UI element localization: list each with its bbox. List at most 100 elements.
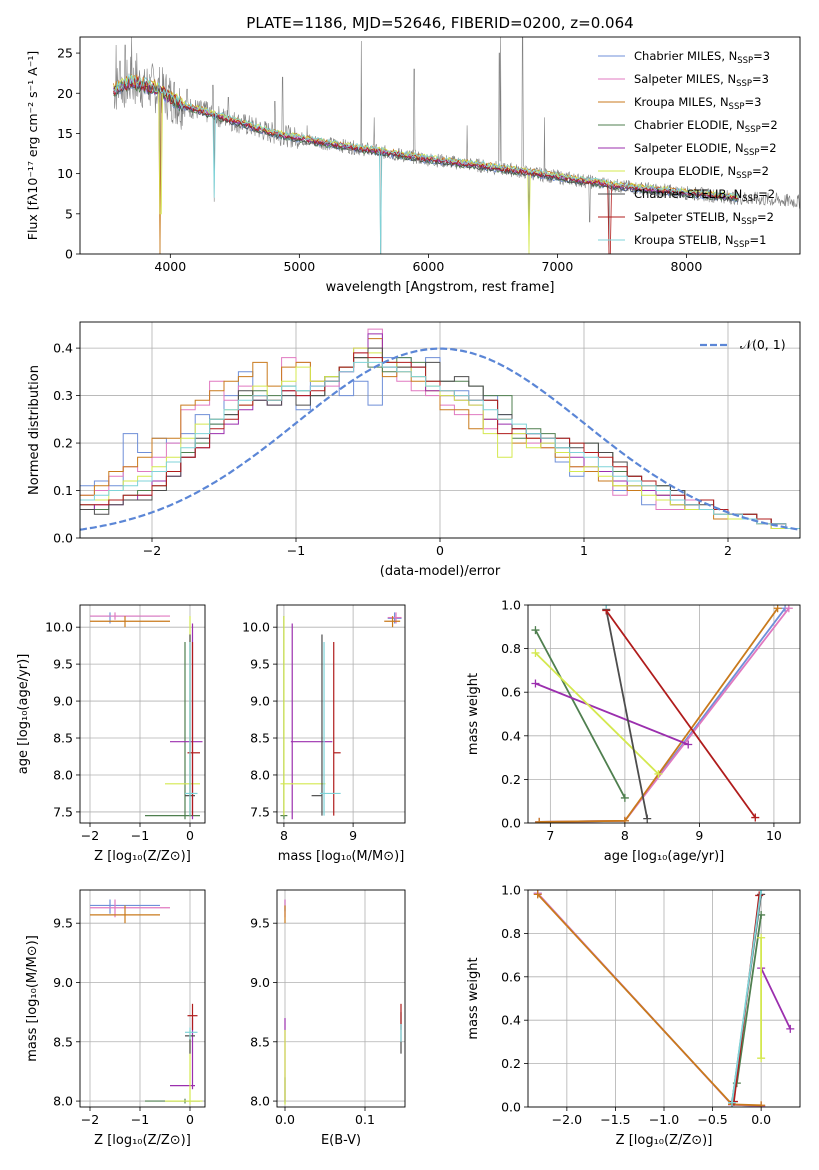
x-tick-label: 0 (186, 1112, 194, 1127)
legend-entry: Chabrier ELODIE, NSSP=2 (634, 118, 778, 135)
data-point (311, 634, 323, 816)
weight-marker (620, 816, 629, 823)
weight-marker (751, 813, 760, 822)
x-tick-label: 0.0 (751, 1112, 771, 1127)
weight-line (537, 892, 762, 1107)
age-weight-chart: 7 8 9 10 0.0 0.2 0.4 0.6 0.8 1.0 age [log₁₀(age/yr… (466, 598, 801, 864)
x-tick-label: 9 (695, 828, 703, 843)
weight-marker (757, 933, 766, 942)
data-point (145, 641, 200, 820)
weight-line (539, 607, 786, 823)
axes-frame (79, 604, 206, 824)
y-tick-label: 0.6 (501, 969, 521, 984)
weight-series (531, 648, 663, 778)
y-axis-label: mass [log₁₀(M/M⊙)] (25, 935, 40, 1062)
x-tick-label: −1 (131, 828, 149, 843)
y-tick-label: 0.1 (53, 483, 73, 498)
weight-marker (786, 1024, 795, 1033)
weight-line (731, 890, 762, 1103)
x-tick-label: 2 (724, 543, 732, 558)
legend-entry: Chabrier MILES, NSSP=3 (634, 49, 770, 66)
legend-entry: Salpeter ELODIE, NSSP=2 (634, 141, 777, 158)
y-tick-label: 0.4 (501, 728, 521, 743)
weight-marker (757, 890, 766, 894)
gridlines (277, 605, 405, 823)
legend-entry-suffix: =3 (753, 49, 770, 63)
weight-marker (654, 769, 663, 778)
legend-entry-subscript: SSP (736, 79, 752, 89)
legend-entry-name: Salpeter STELIB, N (634, 210, 741, 224)
y-tick-label: 5 (65, 206, 73, 221)
x-tick-label: 0 (436, 543, 444, 558)
y-tick-label: 8.0 (53, 767, 73, 782)
x-axis-label: mass [log₁₀(M/M⊙)] (278, 849, 405, 864)
x-tick-label: 1 (580, 543, 588, 558)
x-tick-label: 9 (349, 828, 357, 843)
weight-series (757, 964, 795, 1033)
y-tick-label: 8.5 (53, 731, 73, 746)
weight-marker (531, 626, 540, 635)
ebv-mass-chart: 0.0 0.1 8.0 8.5 9.0 9.5 E(B-V) (250, 889, 406, 1148)
y-tick-label: 0.6 (501, 685, 521, 700)
x-tick-label: 0.0 (275, 1112, 295, 1127)
legend-entry-subscript: SSP (745, 125, 761, 135)
x-tick-label: −2 (143, 543, 161, 558)
data-point (165, 1029, 203, 1105)
y-tick-label: 9.0 (53, 694, 73, 709)
y-tick-label: 0.0 (501, 816, 521, 831)
weight-line (605, 609, 649, 819)
x-tick-label: 10 (766, 828, 782, 843)
legend-entry-name: Chabrier ELODIE, N (634, 118, 745, 132)
data-point (290, 623, 333, 820)
legend-entry: Kroupa MILES, NSSP=3 (634, 95, 761, 112)
legend-entry: 𝒩(0, 1) (740, 337, 786, 352)
weight-line (537, 892, 762, 1107)
legend-entry-suffix: =1 (749, 233, 766, 247)
legend-entry-name: Kroupa STELIB, N (634, 233, 734, 247)
y-tick-label: 7.5 (53, 804, 73, 819)
legend-entry: Kroupa ELODIE, NSSP=2 (634, 164, 769, 181)
y-tick-label: 0.2 (501, 772, 521, 787)
y-tick-label: 0.2 (53, 436, 73, 451)
z-age-chart: −2 −1 0 7.5 8.0 8.5 9.0 9.5 10.0 Z [log₁₀(Z/Z⊙)] a… (16, 604, 206, 864)
legend-entry-subscript: SSP (737, 56, 753, 66)
y-tick-label: 8.5 (250, 731, 270, 746)
y-tick-label: 0.3 (53, 388, 73, 403)
model-spectrum-line (113, 74, 739, 254)
weight-series (535, 605, 793, 823)
data-point (333, 641, 341, 816)
y-tick-label: 10.0 (242, 620, 270, 635)
x-axis-label: wavelength [Angstrom, rest frame] (326, 280, 555, 295)
y-tick-label: 8.0 (53, 1094, 73, 1109)
y-tick-label: 8.5 (250, 1034, 270, 1049)
x-axis-label: (data-model)/error (380, 564, 501, 579)
y-tick-label: 9.5 (53, 916, 73, 931)
axes-frame (79, 889, 206, 1108)
histogram-series (80, 361, 800, 538)
weight-series (602, 606, 760, 822)
spectrum-chart: 4000 5000 6000 7000 8000 0 5 10 15 20 25 wavelength… (25, 14, 801, 295)
y-tick-label: 9.0 (250, 694, 270, 709)
x-tick-label: 4000 (154, 259, 186, 274)
x-tick-label: −2 (81, 1112, 99, 1127)
data-point (280, 616, 326, 816)
legend-entry-suffix: =3 (752, 72, 769, 86)
plot-area (90, 899, 203, 1105)
x-tick-label: −0.5 (697, 1112, 727, 1127)
y-tick-label: 8.5 (53, 1034, 73, 1049)
data-point (384, 616, 401, 628)
weight-series (531, 626, 629, 802)
legend-entry-name: Salpeter MILES, N (634, 72, 736, 86)
weight-marker (531, 679, 540, 688)
y-axis-label: mass weight (466, 957, 481, 1039)
model-spectrum-line (113, 81, 739, 203)
gridlines (277, 890, 405, 1107)
y-tick-label: 10 (57, 166, 73, 181)
weight-series (531, 679, 693, 749)
x-tick-label: −1 (131, 1112, 149, 1127)
data-point (319, 641, 341, 816)
weight-line (736, 914, 762, 1084)
y-tick-label: 9.5 (53, 657, 73, 672)
legend-entry-subscript: SSP (736, 171, 752, 181)
